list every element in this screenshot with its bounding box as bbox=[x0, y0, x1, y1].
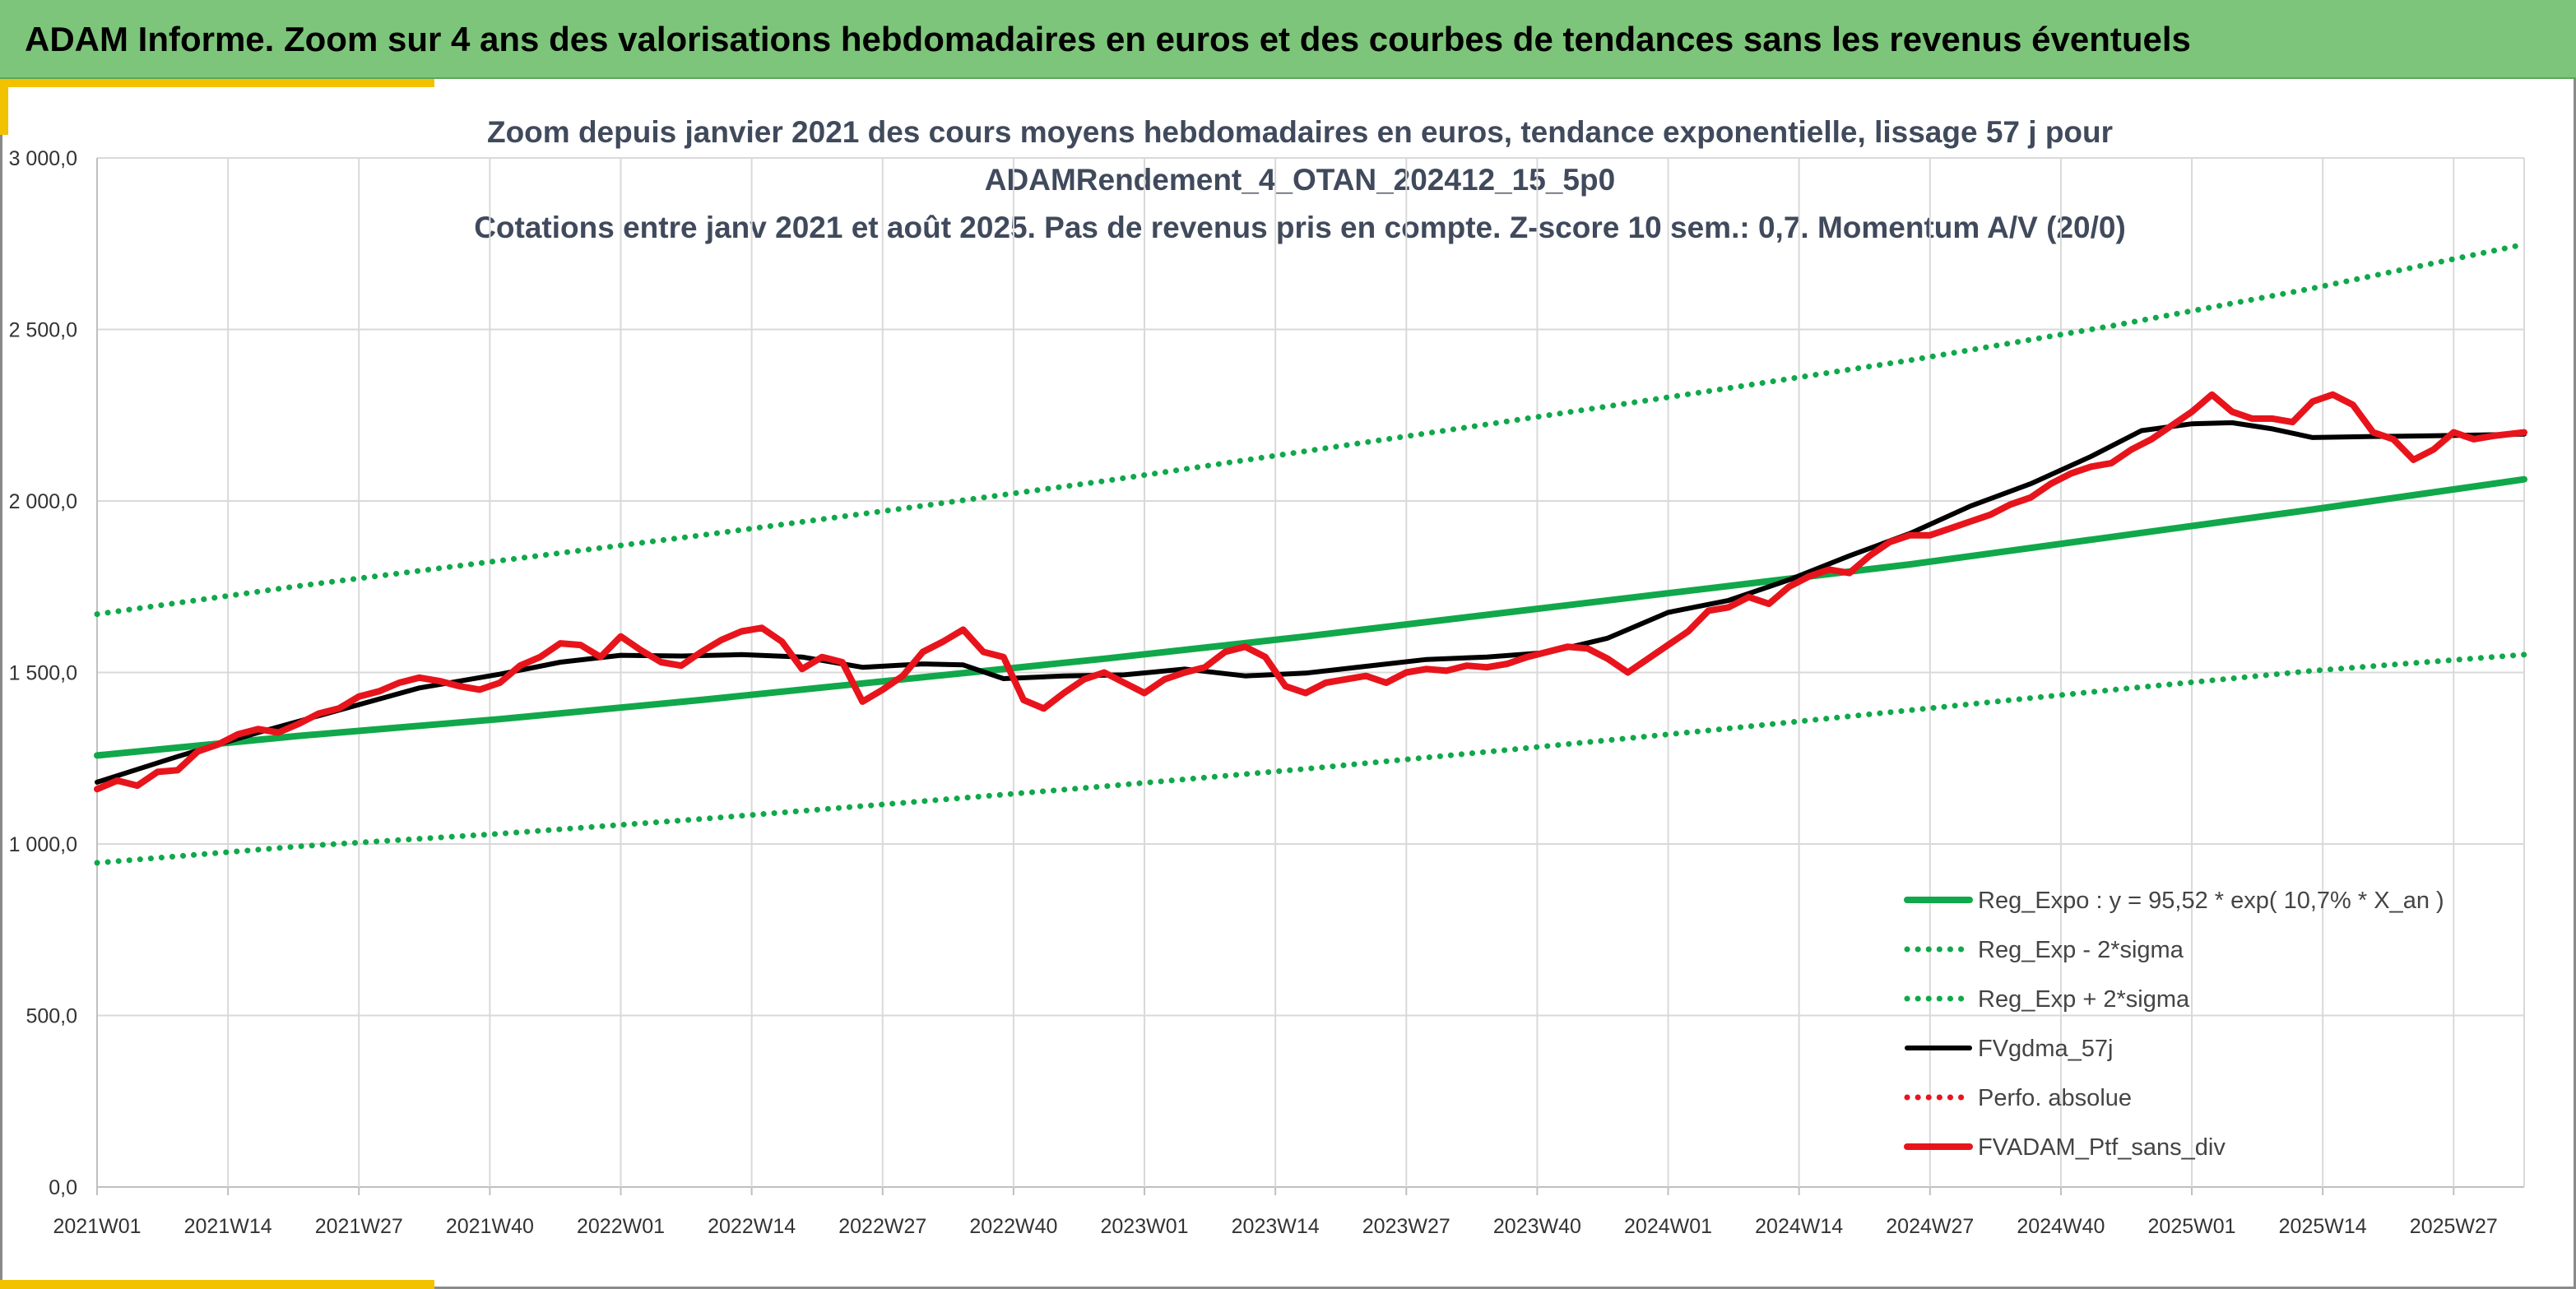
x-tick-label: 2025W01 bbox=[2148, 1215, 2236, 1238]
legend-label-reg-exp-2-sigma: Reg_Exp + 2*sigma bbox=[1978, 986, 2190, 1013]
x-tick-label: 2024W14 bbox=[1755, 1215, 1843, 1238]
x-tick-label: 2024W01 bbox=[1624, 1215, 1712, 1238]
x-tick-label: 2025W27 bbox=[2410, 1215, 2498, 1238]
legend-label-fvadam-ptf-sans-div: FVADAM_Ptf_sans_div bbox=[1978, 1134, 2226, 1161]
accent-bar-left bbox=[0, 79, 8, 135]
x-tick-label: 2021W40 bbox=[446, 1215, 534, 1238]
x-tick-label: 2022W14 bbox=[708, 1215, 796, 1238]
series-lines bbox=[94, 241, 2527, 866]
y-tick-label: 0,0 bbox=[49, 1176, 77, 1199]
legend: Reg_Expo : y = 95,52 * exp( 10,7% * X_an… bbox=[1904, 888, 2444, 1161]
accent-bar-top bbox=[0, 79, 434, 87]
x-tick-label: 2025W14 bbox=[2279, 1215, 2367, 1238]
chart-title: Zoom depuis janvier 2021 des cours moyen… bbox=[82, 109, 2518, 252]
legend-label-reg-exp-2-sigma: Reg_Exp - 2*sigma bbox=[1978, 937, 2184, 963]
header-banner: ADAM Informe. Zoom sur 4 ans des valoris… bbox=[0, 0, 2576, 79]
x-tick-label: 2023W27 bbox=[1362, 1215, 1450, 1238]
chart-title-line-3: Cotations entre janv 2021 et août 2025. … bbox=[474, 211, 2126, 244]
x-tick-label: 2024W27 bbox=[1886, 1215, 1974, 1238]
y-tick-label: 3 000,0 bbox=[9, 147, 77, 170]
series-line-reg-exp-2-sigma bbox=[94, 241, 2527, 618]
x-tick-label: 2023W14 bbox=[1232, 1215, 1320, 1238]
series-line-reg-expo-y-95-52-exp-10-7-x-an bbox=[94, 475, 2527, 759]
axes: 0,0 500,0 1 000,0 1 500,0 2 000,0 2 500,0 3 00… bbox=[9, 147, 2498, 1238]
x-tick-label: 2023W40 bbox=[1493, 1215, 1581, 1238]
x-tick-label: 2024W40 bbox=[2017, 1215, 2105, 1238]
legend-label-reg-expo-y-95-52-exp-10-7-x-an: Reg_Expo : y = 95,52 * exp( 10,7% * X_an… bbox=[1978, 888, 2444, 914]
y-tick-label: 1 000,0 bbox=[9, 833, 77, 856]
y-tick-label: 500,0 bbox=[26, 1005, 77, 1028]
y-tick-label: 1 500,0 bbox=[9, 662, 77, 685]
legend-label-perfo-absolue: Perfo. absolue bbox=[1978, 1085, 2132, 1111]
gridlines bbox=[96, 157, 2525, 1188]
x-tick-label: 2022W27 bbox=[838, 1215, 926, 1238]
y-tick-label: 2 500,0 bbox=[9, 319, 77, 342]
series-line-fvadam-ptf-sans-div bbox=[94, 391, 2527, 793]
chart-title-line-1: Zoom depuis janvier 2021 des cours moyen… bbox=[486, 115, 2114, 149]
page-title: ADAM Informe. Zoom sur 4 ans des valoris… bbox=[25, 20, 2191, 58]
x-tick-label: 2023W01 bbox=[1101, 1215, 1189, 1238]
x-tick-label: 2021W01 bbox=[53, 1215, 141, 1238]
y-tick-label: 2 000,0 bbox=[9, 490, 77, 513]
x-tick-label: 2021W27 bbox=[315, 1215, 403, 1238]
x-tick-label: 2021W14 bbox=[184, 1215, 272, 1238]
x-tick-label: 2022W40 bbox=[969, 1215, 1057, 1238]
chart-title-line-2: ADAMRendement_4_OTAN_202412_15_5p0 bbox=[984, 163, 1616, 197]
series-line-fvgdma-57j bbox=[95, 420, 2527, 785]
legend-label-fvgdma-57j: FVgdma_57j bbox=[1978, 1036, 2113, 1062]
accent-bar-bottom bbox=[0, 1280, 434, 1289]
x-tick-label: 2022W01 bbox=[577, 1215, 665, 1238]
